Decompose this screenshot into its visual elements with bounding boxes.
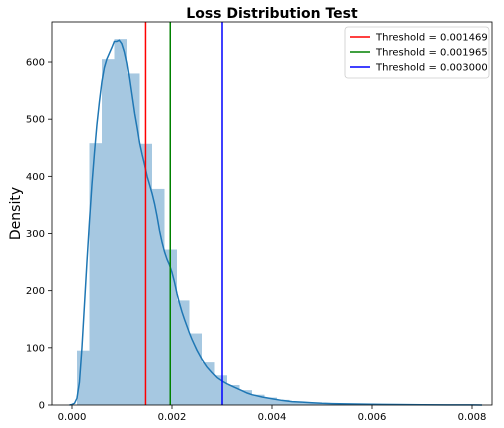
x-tick-label: 0.008	[458, 412, 487, 423]
x-axis-ticks: 0.000 0.002 0.004 0.006 0.008	[58, 405, 487, 423]
y-axis-label: Density	[8, 187, 24, 240]
histogram-bar	[327, 403, 340, 405]
kde-curve	[69, 39, 483, 406]
x-tick-label: 0.006	[358, 412, 387, 423]
histogram-bar	[227, 384, 240, 405]
histogram-bar	[314, 403, 327, 405]
threshold-lines	[144, 22, 223, 405]
legend: Threshold = 0.001469 Threshold = 0.001965…	[344, 26, 490, 79]
y-tick-label: 200	[26, 286, 45, 297]
histogram-bar	[114, 39, 127, 405]
y-tick-label: 500	[26, 115, 45, 126]
histogram-bar	[277, 399, 290, 405]
legend-label: Threshold = 0.001469	[375, 33, 488, 44]
x-tick-label: 0.000	[58, 412, 87, 423]
histogram-bar	[252, 394, 265, 405]
histogram-bar	[152, 188, 165, 405]
y-tick-label: 300	[26, 229, 45, 240]
kde-line	[69, 39, 483, 406]
histogram-bar	[127, 73, 140, 406]
y-tick-label: 100	[26, 343, 45, 354]
histogram-bar	[202, 362, 215, 405]
y-tick-label: 0	[39, 401, 45, 412]
histogram-bar	[77, 350, 90, 405]
histogram-bar	[302, 402, 315, 405]
histogram-bar	[102, 59, 115, 406]
histogram-bar	[264, 397, 277, 405]
x-tick-label: 0.004	[258, 412, 287, 423]
legend-label: Threshold = 0.003000	[375, 63, 488, 74]
histogram-bar	[89, 143, 102, 406]
legend-label: Threshold = 0.001965	[375, 48, 488, 59]
histogram-bars	[77, 39, 377, 406]
histogram-bar	[289, 401, 302, 405]
chart-title: Loss Distribution Test	[186, 6, 358, 22]
histogram-bar	[189, 333, 202, 405]
y-tick-label: 600	[26, 58, 45, 69]
y-tick-label: 400	[26, 172, 45, 183]
legend-box	[344, 26, 490, 79]
x-tick-label: 0.002	[158, 412, 187, 423]
y-axis-ticks: 0 100 200 300 400 500 600	[26, 58, 52, 412]
